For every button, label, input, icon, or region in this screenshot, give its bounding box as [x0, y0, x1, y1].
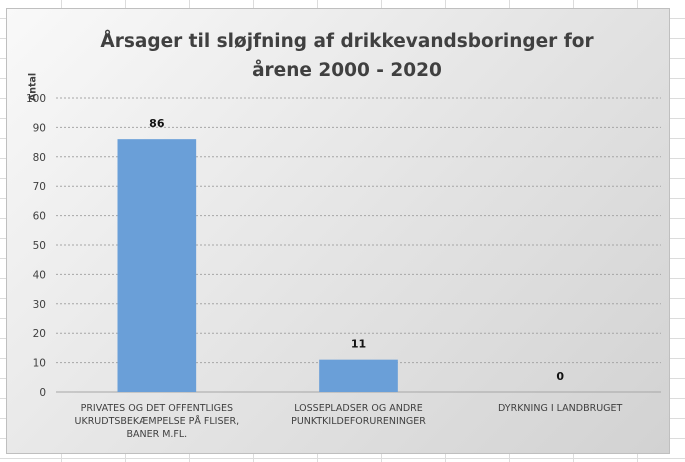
y-tick-label: 70	[33, 181, 46, 193]
y-tick-label: 100	[26, 93, 46, 105]
data-label: 11	[351, 338, 366, 351]
x-tick-label: UKRUDTSBEKÆMPELSE PÅ FLISER,	[75, 415, 240, 427]
y-tick-label: 10	[33, 358, 46, 370]
chart-area[interactable]: Årsager til sløjfning af drikkevandsbori…	[6, 8, 670, 454]
data-label: 0	[556, 370, 564, 383]
chart-title: Årsager til sløjfning af drikkevandsbori…	[67, 27, 627, 85]
x-tick-label: DYRKNING I LANDBRUGET	[498, 403, 623, 414]
x-tick-label: PUNKTKILDEFORURENINGER	[291, 416, 426, 427]
bar	[319, 359, 398, 392]
x-tick-label: LOSSEPLADSER OG ANDRE	[294, 403, 423, 414]
data-label: 86	[149, 117, 165, 130]
y-tick-label: 90	[33, 122, 46, 134]
chart-title-line-1: Årsager til sløjfning af drikkevandsbori…	[100, 31, 594, 52]
y-tick-label: 80	[33, 152, 46, 164]
y-tick-label: 40	[33, 269, 46, 281]
y-tick-label: 0	[39, 387, 46, 399]
x-tick-label: PRIVATES OG DET OFFENTLIGES	[81, 403, 233, 414]
chart-title-line-2: årene 2000 - 2020	[252, 60, 442, 81]
y-tick-label: 50	[33, 240, 46, 252]
plot-area: 0 10 20 30 40 50 60 70 80 90 100 86 PRIVATES OG DET …	[26, 93, 661, 440]
bar	[117, 139, 197, 392]
y-tick-label: 20	[33, 328, 46, 340]
y-tick-label: 30	[33, 299, 46, 311]
x-tick-label: BANER M.FL.	[126, 429, 187, 440]
y-tick-label: 60	[33, 211, 46, 223]
